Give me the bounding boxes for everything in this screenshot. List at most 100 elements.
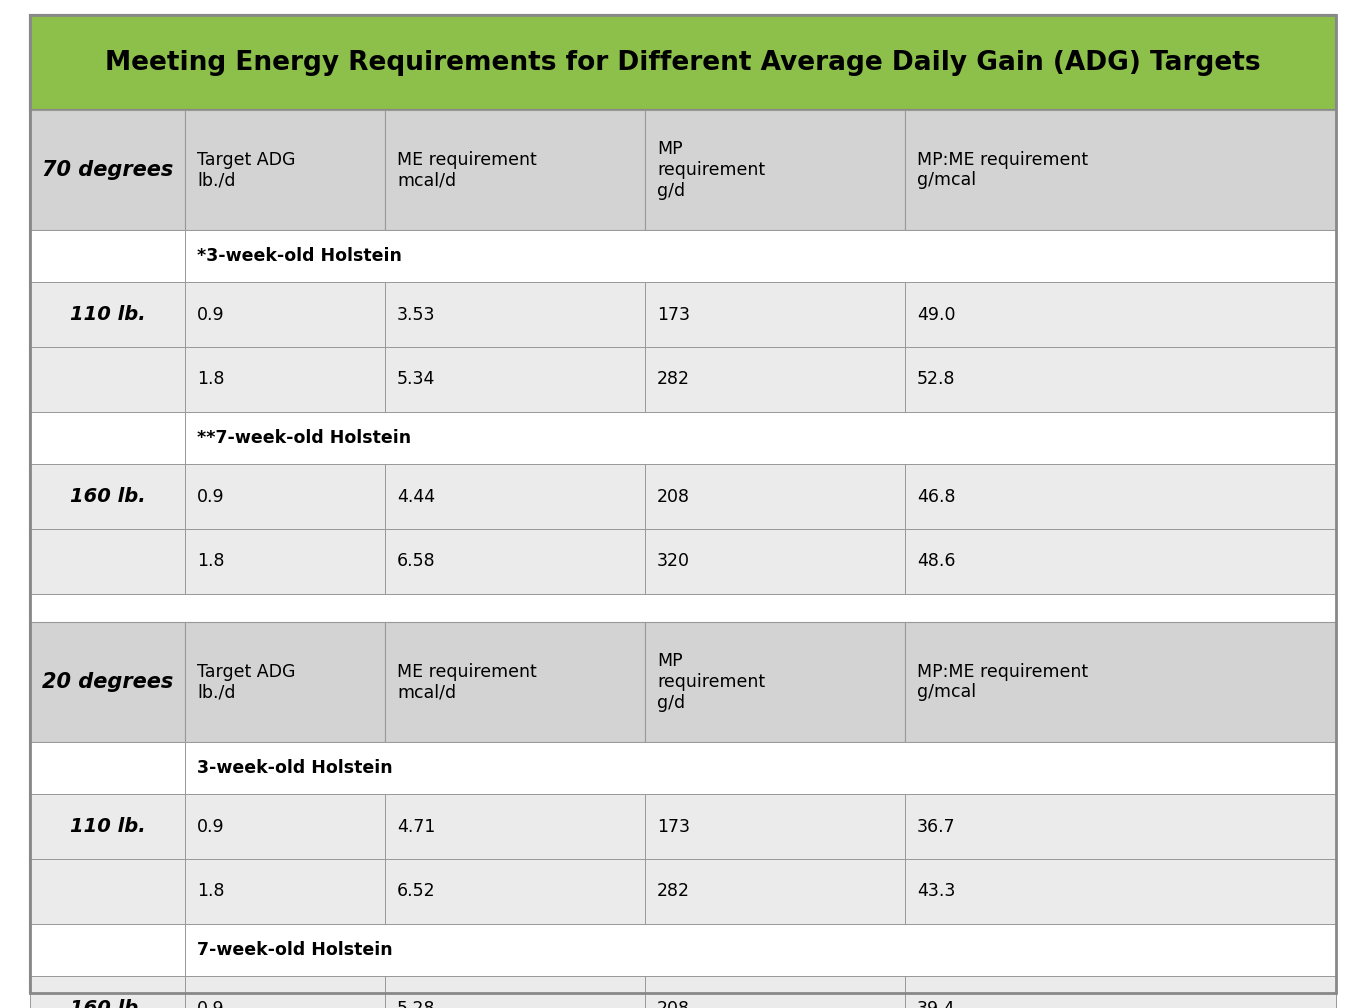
Text: MP
requirement
g/d: MP requirement g/d: [657, 140, 765, 200]
Bar: [30, 347, 184, 412]
Bar: [30, 529, 184, 594]
Text: 39.4: 39.4: [917, 1000, 955, 1008]
Bar: [30, 976, 184, 1008]
Bar: [30, 110, 184, 230]
Text: **7-week-old Holstein: **7-week-old Holstein: [197, 429, 411, 447]
Text: 282: 282: [657, 882, 690, 900]
Text: 4.71: 4.71: [398, 817, 436, 836]
Bar: [184, 742, 1336, 794]
Bar: [184, 110, 385, 230]
Bar: [645, 622, 906, 742]
Bar: [906, 110, 1336, 230]
Text: 0.9: 0.9: [197, 1000, 224, 1008]
Bar: [184, 412, 1336, 464]
Bar: [906, 859, 1336, 924]
Bar: [906, 347, 1336, 412]
Text: 6.52: 6.52: [398, 882, 436, 900]
Text: 7-week-old Holstein: 7-week-old Holstein: [197, 941, 392, 959]
Text: 208: 208: [657, 1000, 690, 1008]
Text: 1.8: 1.8: [197, 552, 224, 571]
Bar: [645, 976, 906, 1008]
Text: 46.8: 46.8: [917, 488, 955, 505]
Bar: [645, 794, 906, 859]
Bar: [385, 859, 645, 924]
Bar: [30, 924, 184, 976]
Text: 110 lb.: 110 lb.: [70, 817, 145, 836]
Bar: [385, 976, 645, 1008]
Bar: [30, 622, 184, 742]
Bar: [385, 282, 645, 347]
Bar: [906, 529, 1336, 594]
Text: MP
requirement
g/d: MP requirement g/d: [657, 652, 765, 712]
Text: *3-week-old Holstein: *3-week-old Holstein: [197, 247, 402, 265]
Bar: [30, 742, 184, 794]
Text: MP:ME requirement
g/mcal: MP:ME requirement g/mcal: [917, 662, 1089, 702]
Bar: [906, 282, 1336, 347]
Bar: [184, 622, 385, 742]
Bar: [645, 347, 906, 412]
Bar: [184, 924, 1336, 976]
Bar: [184, 347, 385, 412]
Text: 6.58: 6.58: [398, 552, 436, 571]
Bar: [385, 794, 645, 859]
Bar: [645, 282, 906, 347]
Bar: [30, 859, 184, 924]
Text: ME requirement
mcal/d: ME requirement mcal/d: [398, 150, 537, 190]
Text: 0.9: 0.9: [197, 305, 224, 324]
Bar: [30, 464, 184, 529]
Bar: [645, 464, 906, 529]
Bar: [184, 859, 385, 924]
Text: 208: 208: [657, 488, 690, 505]
Bar: [30, 15, 1336, 110]
Bar: [30, 412, 184, 464]
Bar: [184, 976, 385, 1008]
Text: ME requirement
mcal/d: ME requirement mcal/d: [398, 662, 537, 702]
Text: 320: 320: [657, 552, 690, 571]
Text: 160 lb.: 160 lb.: [70, 487, 145, 506]
Text: 4.44: 4.44: [398, 488, 436, 505]
Bar: [385, 110, 645, 230]
Text: 1.8: 1.8: [197, 882, 224, 900]
Bar: [184, 282, 385, 347]
Bar: [30, 282, 184, 347]
Text: Meeting Energy Requirements for Different Average Daily Gain (ADG) Targets: Meeting Energy Requirements for Differen…: [105, 49, 1261, 76]
Text: 70 degrees: 70 degrees: [42, 160, 173, 180]
Text: 0.9: 0.9: [197, 817, 224, 836]
Text: 36.7: 36.7: [917, 817, 956, 836]
Text: 173: 173: [657, 305, 690, 324]
Text: 5.34: 5.34: [398, 371, 436, 388]
Text: 160 lb.: 160 lb.: [70, 999, 145, 1008]
Text: Target ADG
lb./d: Target ADG lb./d: [197, 150, 295, 190]
Text: 110 lb.: 110 lb.: [70, 305, 145, 324]
Bar: [906, 794, 1336, 859]
Bar: [30, 594, 1336, 622]
Text: 20 degrees: 20 degrees: [42, 672, 173, 692]
Text: 173: 173: [657, 817, 690, 836]
Bar: [906, 976, 1336, 1008]
Text: 5.28: 5.28: [398, 1000, 436, 1008]
Text: 0.9: 0.9: [197, 488, 224, 505]
Text: 48.6: 48.6: [917, 552, 955, 571]
Bar: [184, 794, 385, 859]
Bar: [30, 794, 184, 859]
Bar: [30, 230, 184, 282]
Bar: [645, 110, 906, 230]
Bar: [184, 230, 1336, 282]
Text: 43.3: 43.3: [917, 882, 955, 900]
Bar: [184, 529, 385, 594]
Bar: [385, 464, 645, 529]
Bar: [385, 347, 645, 412]
Text: 282: 282: [657, 371, 690, 388]
Text: 3-week-old Holstein: 3-week-old Holstein: [197, 759, 392, 777]
Bar: [645, 859, 906, 924]
Text: 49.0: 49.0: [917, 305, 955, 324]
Bar: [906, 464, 1336, 529]
Text: 3.53: 3.53: [398, 305, 436, 324]
Text: Target ADG
lb./d: Target ADG lb./d: [197, 662, 295, 702]
Bar: [906, 622, 1336, 742]
Text: 52.8: 52.8: [917, 371, 955, 388]
Bar: [645, 529, 906, 594]
Bar: [385, 622, 645, 742]
Text: 1.8: 1.8: [197, 371, 224, 388]
Bar: [385, 529, 645, 594]
